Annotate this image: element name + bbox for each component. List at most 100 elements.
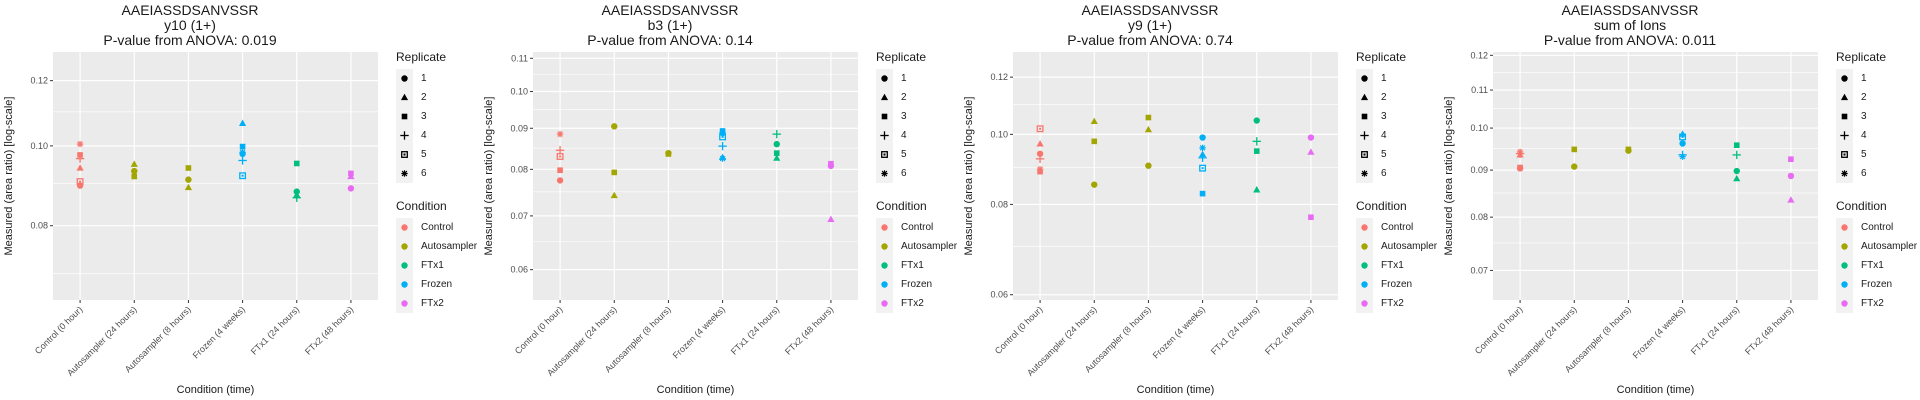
legend-shape-key [1360,131,1369,140]
legend-shape-key [1361,113,1368,120]
legend-label: Frozen [1861,279,1893,290]
legend-item: FTx2 [876,294,960,313]
y-tick-label: 0.12 [30,76,48,86]
x-tick-label: FTx1 (24 hours) [1209,304,1261,356]
square-cross-icon [401,151,408,158]
color-swatch [881,281,888,288]
legend-item: Control [1356,218,1440,237]
plot-svg: 0.06 0.07 0.08 0.09 0.10 0.11 Control (0 hour)… [483,52,858,396]
legend-item: 6 [876,164,960,183]
x-tick-label: FTx2 (48 hours) [1743,304,1795,356]
color-swatch [401,281,408,288]
triangle-icon [1360,93,1369,101]
y-tick-label: 0.09 [510,123,528,133]
data-point [131,167,138,175]
color-swatch [1361,243,1368,250]
color-swatch [1361,281,1368,288]
legend-shape-key [401,151,408,158]
data-point [1625,147,1632,154]
legend: Replicate 1 2 3 4 5 6 Condition Control Autosampl… [1356,50,1440,329]
legend-label: 6 [421,168,427,179]
data-point [1516,165,1524,172]
x-tick-label: Control (0 hour) [33,304,85,356]
square-icon [401,113,408,120]
legend-item: 3 [396,107,480,126]
data-point [184,183,193,191]
legend-color-key [1361,224,1368,231]
chart-title-line: AAEIASSDSANVSSR [1561,2,1699,18]
legend-item: 6 [1356,164,1440,183]
circle-icon [881,75,888,82]
circle-icon [1841,75,1848,82]
legend-title: Replicate [396,50,447,64]
legend-label: Control [421,222,454,233]
legend-color-key [401,243,408,250]
legend-label: Control [1861,222,1894,233]
legend-label: FTx2 [1861,298,1884,309]
data-point [1679,133,1687,141]
square-cross-icon [1841,151,1848,158]
legend-item: 4 [876,126,960,145]
legend-color-key [1361,281,1368,288]
x-tick-label: Frozen (4 weeks) [1151,304,1207,360]
data-point [1035,154,1045,164]
legend-item: Frozen [1356,275,1440,294]
condition-legend: Condition Control Autosampler FTx1 Frozen FTx… [1356,199,1440,313]
legend-shape-key [1361,151,1368,158]
data-point [1145,114,1152,121]
data-point [718,141,727,151]
legend-item: 2 [1836,88,1920,107]
plot-background [53,52,378,300]
legend-label: 3 [421,111,427,122]
asterisk-icon [1841,170,1848,177]
legend-item: Autosampler [1356,237,1440,256]
legend: Replicate 1 2 3 4 5 6 Condition Control Autosampl… [876,50,960,329]
legend-label: FTx1 [1381,260,1404,271]
plot-background [533,52,858,300]
legend-shape-key [401,170,408,177]
plot-background [1013,52,1338,300]
color-swatch [1841,300,1848,307]
legend-color-key [1841,300,1848,307]
data-point [1199,164,1207,172]
plus-icon [400,131,409,140]
data-point [556,153,564,160]
data-point [239,172,247,180]
data-point [1787,172,1795,180]
data-point [1308,214,1314,221]
x-tick-label: FTx1 (24 hours) [249,304,301,356]
data-point [1199,144,1206,152]
legend-shape-key [400,131,409,140]
legend-label: Frozen [901,279,933,290]
legend-item: 2 [1356,88,1440,107]
legend-label: 3 [1381,111,1387,122]
x-tick-label: FTx1 (24 hours) [729,304,781,356]
legend-label: 1 [421,73,427,84]
legend-item: FTx2 [396,294,480,313]
data-point [1199,134,1206,141]
legend-shape-key [1841,75,1848,82]
legend-item: Control [876,218,960,237]
x-tick-label: Frozen (4 weeks) [1631,304,1687,360]
legend-label: 5 [901,149,907,160]
legend-item: 3 [876,107,960,126]
data-point [1571,146,1578,153]
x-tick-label: FTx2 (48 hours) [783,304,835,356]
color-swatch [1361,262,1368,269]
legend-item: 6 [1836,164,1920,183]
data-point [1199,190,1206,197]
color-swatch [1841,243,1848,250]
legend-item: Control [1836,218,1920,237]
data-points [555,123,835,223]
data-point [1037,168,1043,175]
y-tick-label: 0.06 [990,290,1008,300]
data-point [773,140,780,148]
y-tick-label: 0.08 [1470,212,1488,222]
chart-title-line: P-value from ANOVA: 0.74 [1067,32,1233,48]
color-swatch [1841,224,1848,231]
data-point [185,176,192,183]
legend-item: 4 [1356,126,1440,145]
legend-item: 2 [396,88,480,107]
circle-icon [401,75,408,82]
